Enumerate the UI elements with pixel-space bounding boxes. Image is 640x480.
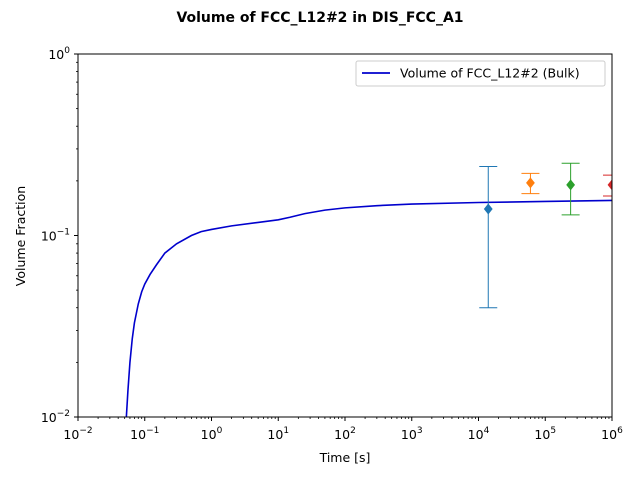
y-tick-label-0: 10−2 xyxy=(41,409,70,425)
data-point-2 xyxy=(566,179,576,191)
data-point-3 xyxy=(607,179,612,191)
x-tick-label-3: 101 xyxy=(267,426,289,442)
legend-box xyxy=(355,60,606,87)
x-tick-label-8: 106 xyxy=(601,426,623,442)
x-tick-label-4: 102 xyxy=(334,426,356,442)
data-point-0 xyxy=(483,203,493,215)
x-tick-label-1: 10−1 xyxy=(130,426,159,442)
x-tick-label-7: 105 xyxy=(534,426,556,442)
legend-entry-label: Volume of FCC_L12#2 (Bulk) xyxy=(400,66,580,81)
x-tick-label-0: 10−2 xyxy=(63,426,92,442)
x-tick-label-2: 100 xyxy=(201,426,223,442)
x-tick-label-5: 103 xyxy=(401,426,423,442)
y-axis-label: Volume Fraction xyxy=(13,186,28,286)
ticks-layer: 10−2 10−1 100 101 102 103 104 105 106 10−2 10−1 100 xyxy=(41,46,623,442)
legend: Volume of FCC_L12#2 (Bulk) xyxy=(355,60,606,87)
x-axis-label: Time [s] xyxy=(319,450,371,465)
y-tick-label-1: 10−1 xyxy=(41,228,70,244)
y-tick-label-2: 100 xyxy=(48,46,70,62)
x-tick-label-6: 104 xyxy=(468,426,490,442)
data-layer xyxy=(125,162,612,417)
data-point-1 xyxy=(526,177,535,189)
chart-title: Volume of FCC_L12#2 in DIS_FCC_A1 xyxy=(176,10,463,26)
series-line-0 xyxy=(125,199,612,417)
